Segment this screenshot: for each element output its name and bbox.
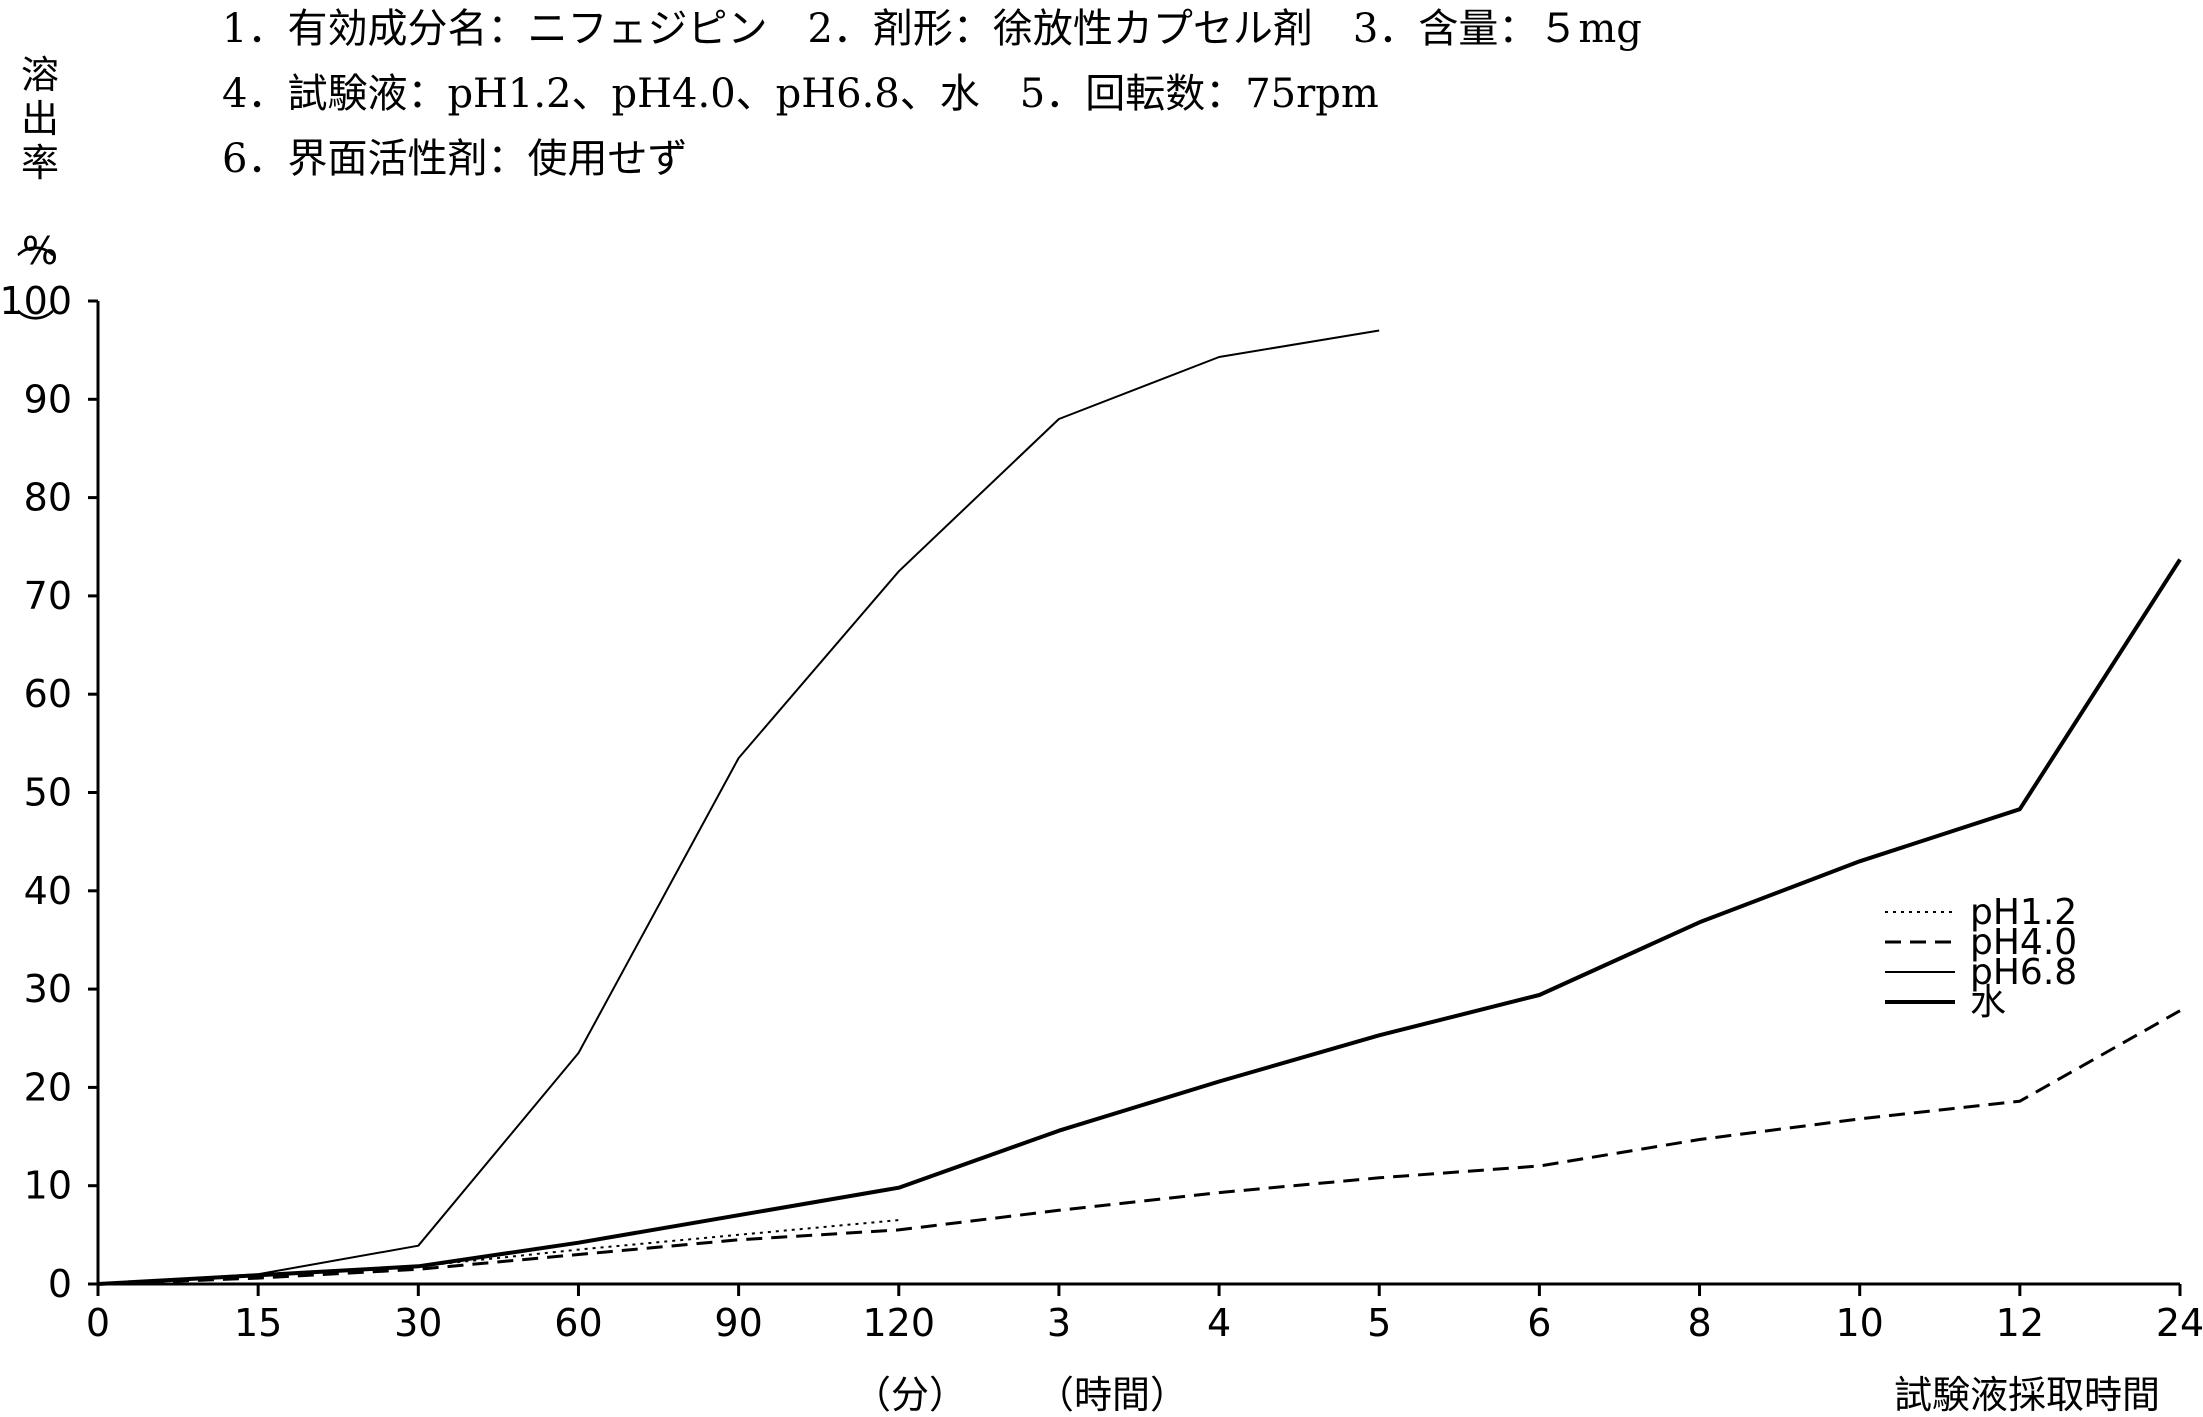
legend-label-4: 水 (1970, 982, 2006, 1023)
y-tick-label: 20 (24, 1065, 72, 1109)
series-line-2 (97, 1009, 2181, 1286)
y-tick-label: 10 (24, 1164, 72, 1208)
y-tick-label: 60 (24, 672, 72, 716)
legend-label-2: pH4.0 (1970, 922, 2077, 963)
y-axis-title-glyph: % (22, 229, 58, 273)
x-tick-label: 12 (1996, 1301, 2044, 1345)
y-tick-label: 90 (24, 377, 72, 421)
y-tick-label: 50 (24, 771, 72, 815)
x-tick-label: 24 (2156, 1301, 2203, 1345)
x-tick-label: 6 (1527, 1301, 1551, 1345)
y-tick-label: 100 (0, 279, 72, 323)
x-tick-label: 8 (1687, 1301, 1711, 1345)
y-axis-title-glyph: 出 (21, 97, 59, 141)
series-line-1 (97, 1219, 899, 1285)
header-line-1: 1．有効成分名：ニフェジピン 2．剤形：徐放性カプセル剤 3．含量：５mg (222, 6, 1642, 52)
y-axis-title-glyph: ） (12, 308, 56, 346)
x-tick-label: 10 (1836, 1301, 1884, 1345)
y-tick-label: 80 (24, 476, 72, 520)
x-tick-label: 4 (1207, 1301, 1231, 1345)
x-tick-label: 60 (554, 1301, 602, 1345)
y-axis-title: 溶出率 （% ） (12, 53, 59, 346)
header-line-3: 6．界面活性剤：使用せず (222, 136, 687, 182)
y-tick-label: 0 (48, 1262, 72, 1306)
y-tick-label: 40 (24, 869, 72, 913)
x-unit-label-hours: （時間） (1036, 1373, 1188, 1417)
y-axis-title-glyph: 溶 (21, 53, 59, 97)
x-tick-label: 0 (86, 1301, 110, 1345)
header-line-2: 4．試験液：pH1.2、pH4.0、pH6.8、水 5．回転数：75rpm (222, 71, 1379, 117)
legend-label-1: pH1.2 (1970, 892, 2077, 933)
x-tick-label: 30 (394, 1301, 442, 1345)
y-tick-label: 30 (24, 967, 72, 1011)
legend-label-3: pH6.8 (1970, 952, 2077, 993)
x-tick-label: 5 (1367, 1301, 1391, 1345)
x-tick-label: 3 (1047, 1301, 1071, 1345)
series-line-4 (97, 558, 2182, 1286)
y-tick-label: 70 (24, 574, 72, 618)
x-tick-label: 90 (714, 1301, 762, 1345)
y-axis-title-glyph: （ (12, 220, 56, 258)
x-tick-label: 120 (863, 1301, 936, 1345)
plot-axes: 0 10 20 30 40 50 60 70 80 90 100 0 15 30 60 90 120 3 4 5 6 8 1… (0, 279, 2203, 1345)
x-axis-title: 試験液採取時間 (1894, 1373, 2160, 1417)
plot-series (97, 329, 2182, 1286)
y-axis-title-glyph: 率 (21, 141, 59, 185)
series-line-3 (97, 329, 1380, 1285)
x-unit-label-minutes: （分） (853, 1373, 967, 1417)
x-tick-label: 15 (234, 1301, 282, 1345)
